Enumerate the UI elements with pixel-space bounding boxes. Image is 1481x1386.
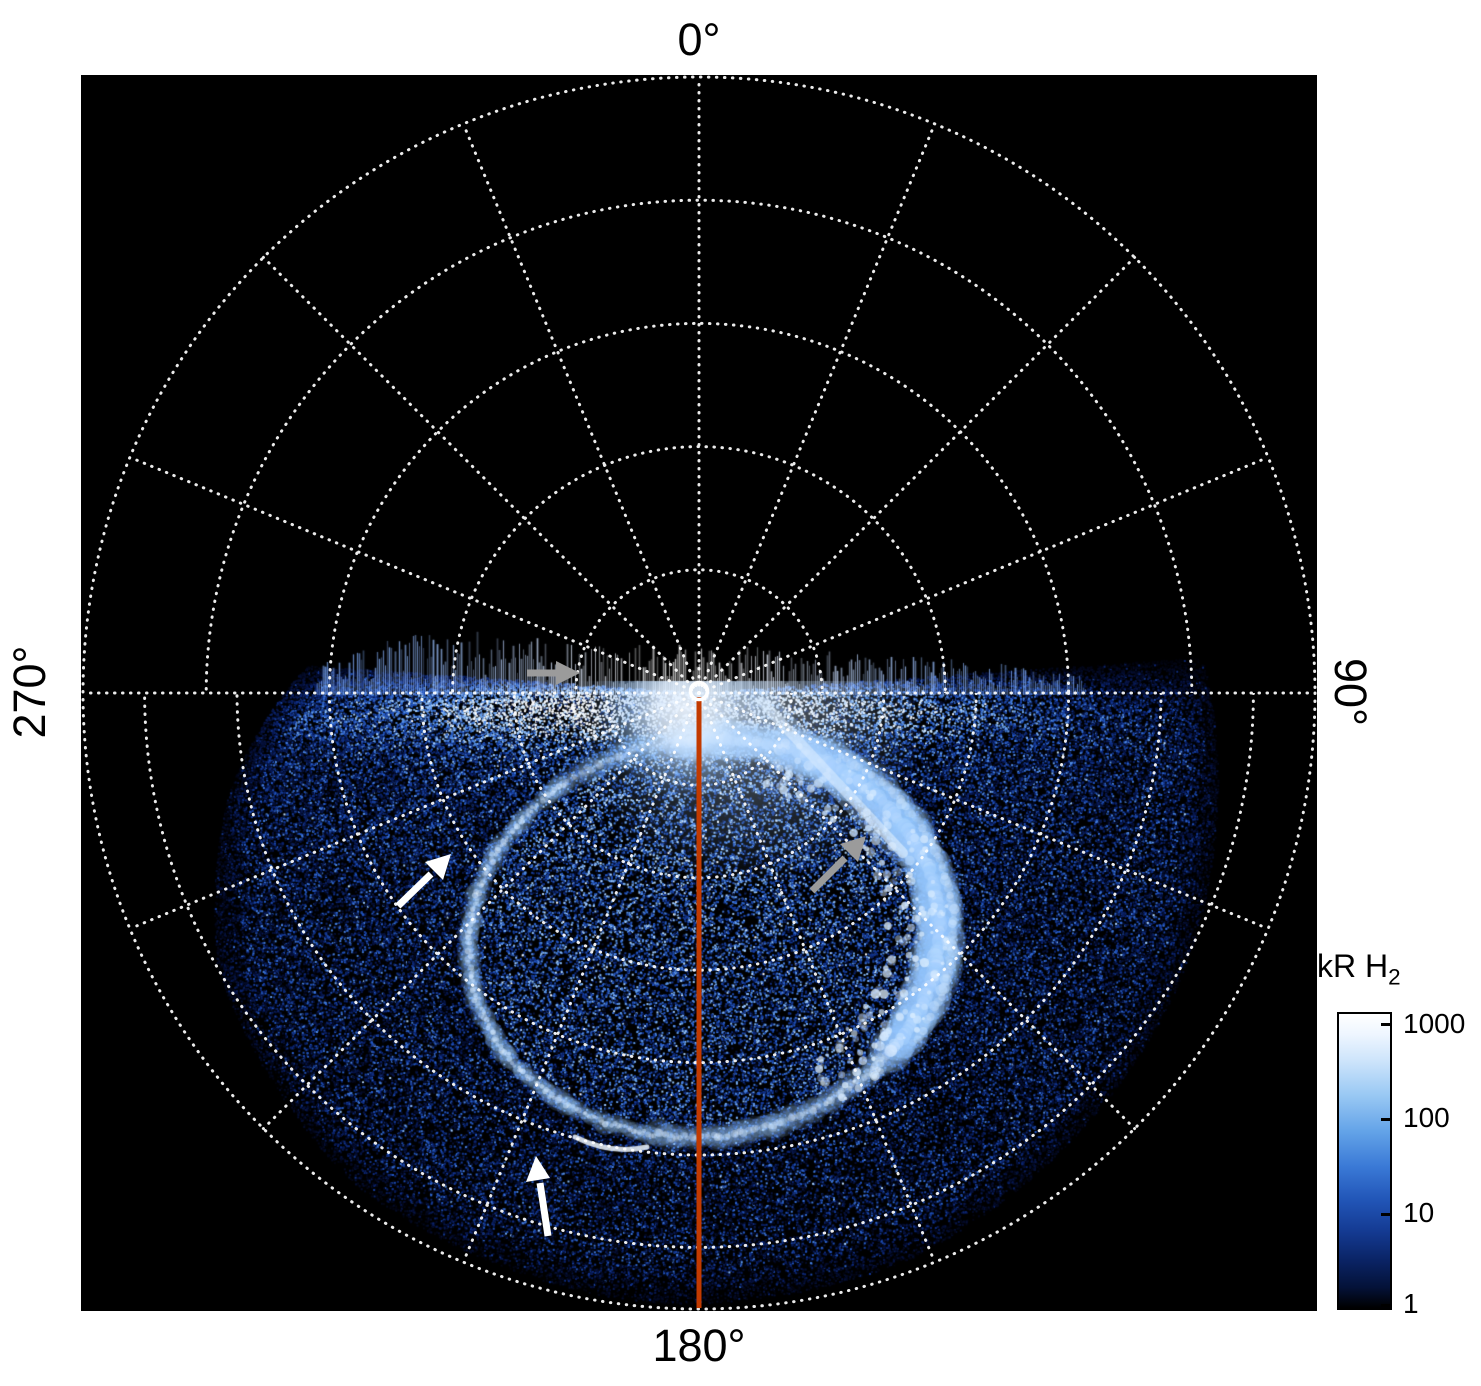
colorbar-title-main: kR H bbox=[1317, 948, 1389, 984]
grid-spoke bbox=[461, 122, 701, 695]
grid-outer-ring bbox=[81, 75, 1317, 1311]
angle-label-90: 90° bbox=[1325, 657, 1376, 727]
angle-label-180: 180° bbox=[652, 1320, 746, 1371]
grid-spoke bbox=[697, 455, 1270, 695]
grid-spoke bbox=[128, 691, 701, 931]
grid-spoke bbox=[461, 691, 701, 1264]
colorbar bbox=[1337, 1012, 1392, 1310]
grid-spoke bbox=[697, 691, 1270, 931]
colorbar-title: kR H2 bbox=[1317, 948, 1401, 990]
gray-arrow-right bbox=[527, 661, 580, 685]
colorbar-tickmark bbox=[1381, 1304, 1390, 1307]
grid-spoke bbox=[697, 691, 937, 1264]
grid-spoke bbox=[697, 691, 1137, 1131]
grid-spoke bbox=[697, 122, 937, 695]
gray-arrow-upright bbox=[809, 836, 866, 894]
colorbar-tickmark bbox=[1381, 1118, 1390, 1121]
colorbar-tick-1000: 1000 bbox=[1403, 1008, 1466, 1039]
grid-spoke bbox=[261, 691, 701, 1131]
white-arrow-up bbox=[526, 1156, 552, 1237]
colorbar-ticks: 1000 100 10 1 bbox=[1403, 1008, 1481, 1319]
pole-center-marker bbox=[688, 680, 710, 702]
grid-ring-upper bbox=[574, 568, 824, 693]
angle-label-0: 0° bbox=[677, 14, 721, 65]
white-arrow-up-shaft bbox=[536, 1182, 552, 1237]
gray-arrow-upright-head bbox=[840, 836, 866, 862]
grid-spoke bbox=[261, 255, 701, 695]
colorbar-tickmark bbox=[1381, 1213, 1390, 1216]
white-arrow-upright bbox=[395, 854, 451, 909]
colorbar-tick-10: 10 bbox=[1403, 1197, 1435, 1228]
colorbar-tick-1: 1 bbox=[1403, 1288, 1419, 1319]
polar-plot bbox=[81, 75, 1317, 1311]
angle-label-270: 270° bbox=[4, 645, 55, 739]
white-arrow-upright-shaft bbox=[395, 871, 434, 909]
colorbar-tick-100: 100 bbox=[1403, 1102, 1450, 1133]
plot-overlay bbox=[81, 75, 1317, 1311]
gray-arrow-upright-shaft bbox=[809, 855, 848, 894]
gray-arrow-right-head bbox=[556, 661, 580, 685]
white-arrow-up-head bbox=[526, 1156, 550, 1182]
white-arrow-upright-head bbox=[425, 854, 451, 880]
grid-ring-upper bbox=[451, 445, 947, 693]
colorbar-tickmark bbox=[1381, 1023, 1390, 1026]
colorbar-title-sub: 2 bbox=[1388, 964, 1401, 990]
grid-spoke bbox=[697, 255, 1137, 695]
grid-spoke bbox=[128, 455, 701, 695]
